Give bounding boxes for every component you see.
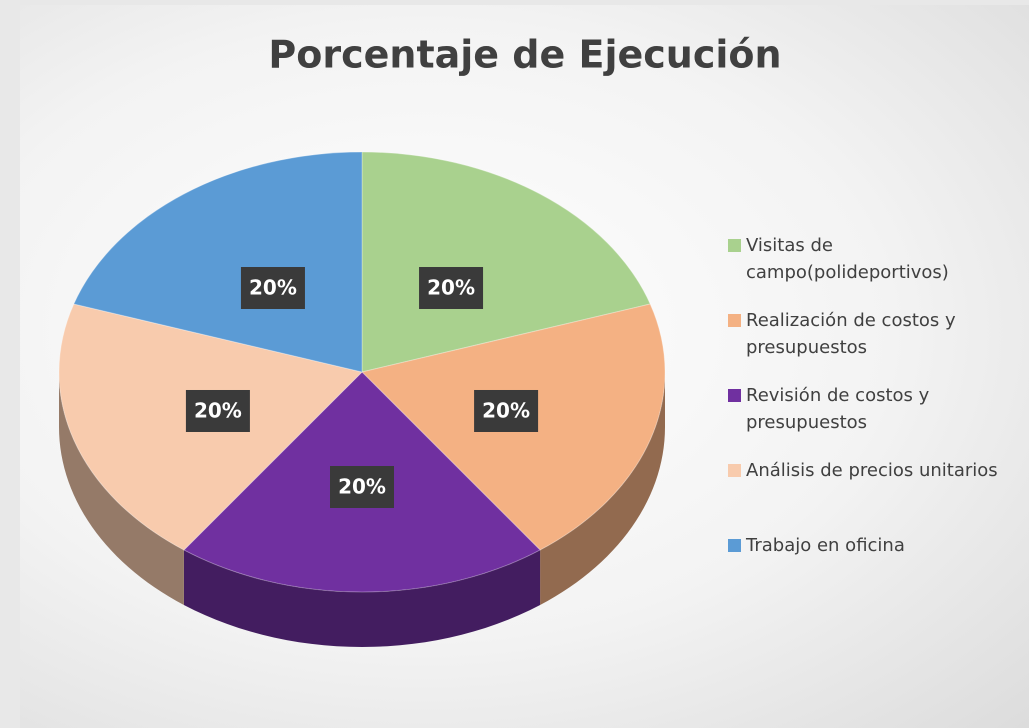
pie-side — [59, 372, 184, 605]
legend-label: Visitas de campo(polideportivos) — [746, 235, 949, 283]
data-label-box — [330, 466, 394, 508]
legend-swatch — [728, 314, 741, 327]
legend-label: Análisis de precios unitarios — [746, 460, 998, 481]
pie-side — [540, 372, 665, 605]
data-label: 20% — [427, 276, 475, 300]
legend-swatch — [728, 389, 741, 402]
legend-label: Trabajo en oficina — [746, 535, 905, 556]
data-label-box — [419, 267, 484, 310]
legend-label: Revisión de costos y presupuestos — [746, 385, 930, 433]
pie-side — [183, 549, 541, 647]
pie-slice — [73, 151, 363, 373]
data-label-box — [474, 389, 539, 432]
data-label-box — [185, 389, 250, 432]
legend-swatch — [728, 239, 741, 252]
data-label: 20% — [482, 398, 530, 422]
legend-swatch — [728, 539, 741, 552]
legend-swatch — [728, 464, 741, 477]
data-label: 20% — [338, 475, 386, 499]
data-label-box — [240, 267, 305, 310]
data-label: 20% — [249, 276, 297, 300]
legend-label: Realización de costos y presupuestos — [746, 310, 956, 358]
data-label: 20% — [194, 398, 242, 422]
pie-slice — [361, 151, 651, 373]
chart-title: Porcentaje de Ejecución — [268, 33, 781, 77]
